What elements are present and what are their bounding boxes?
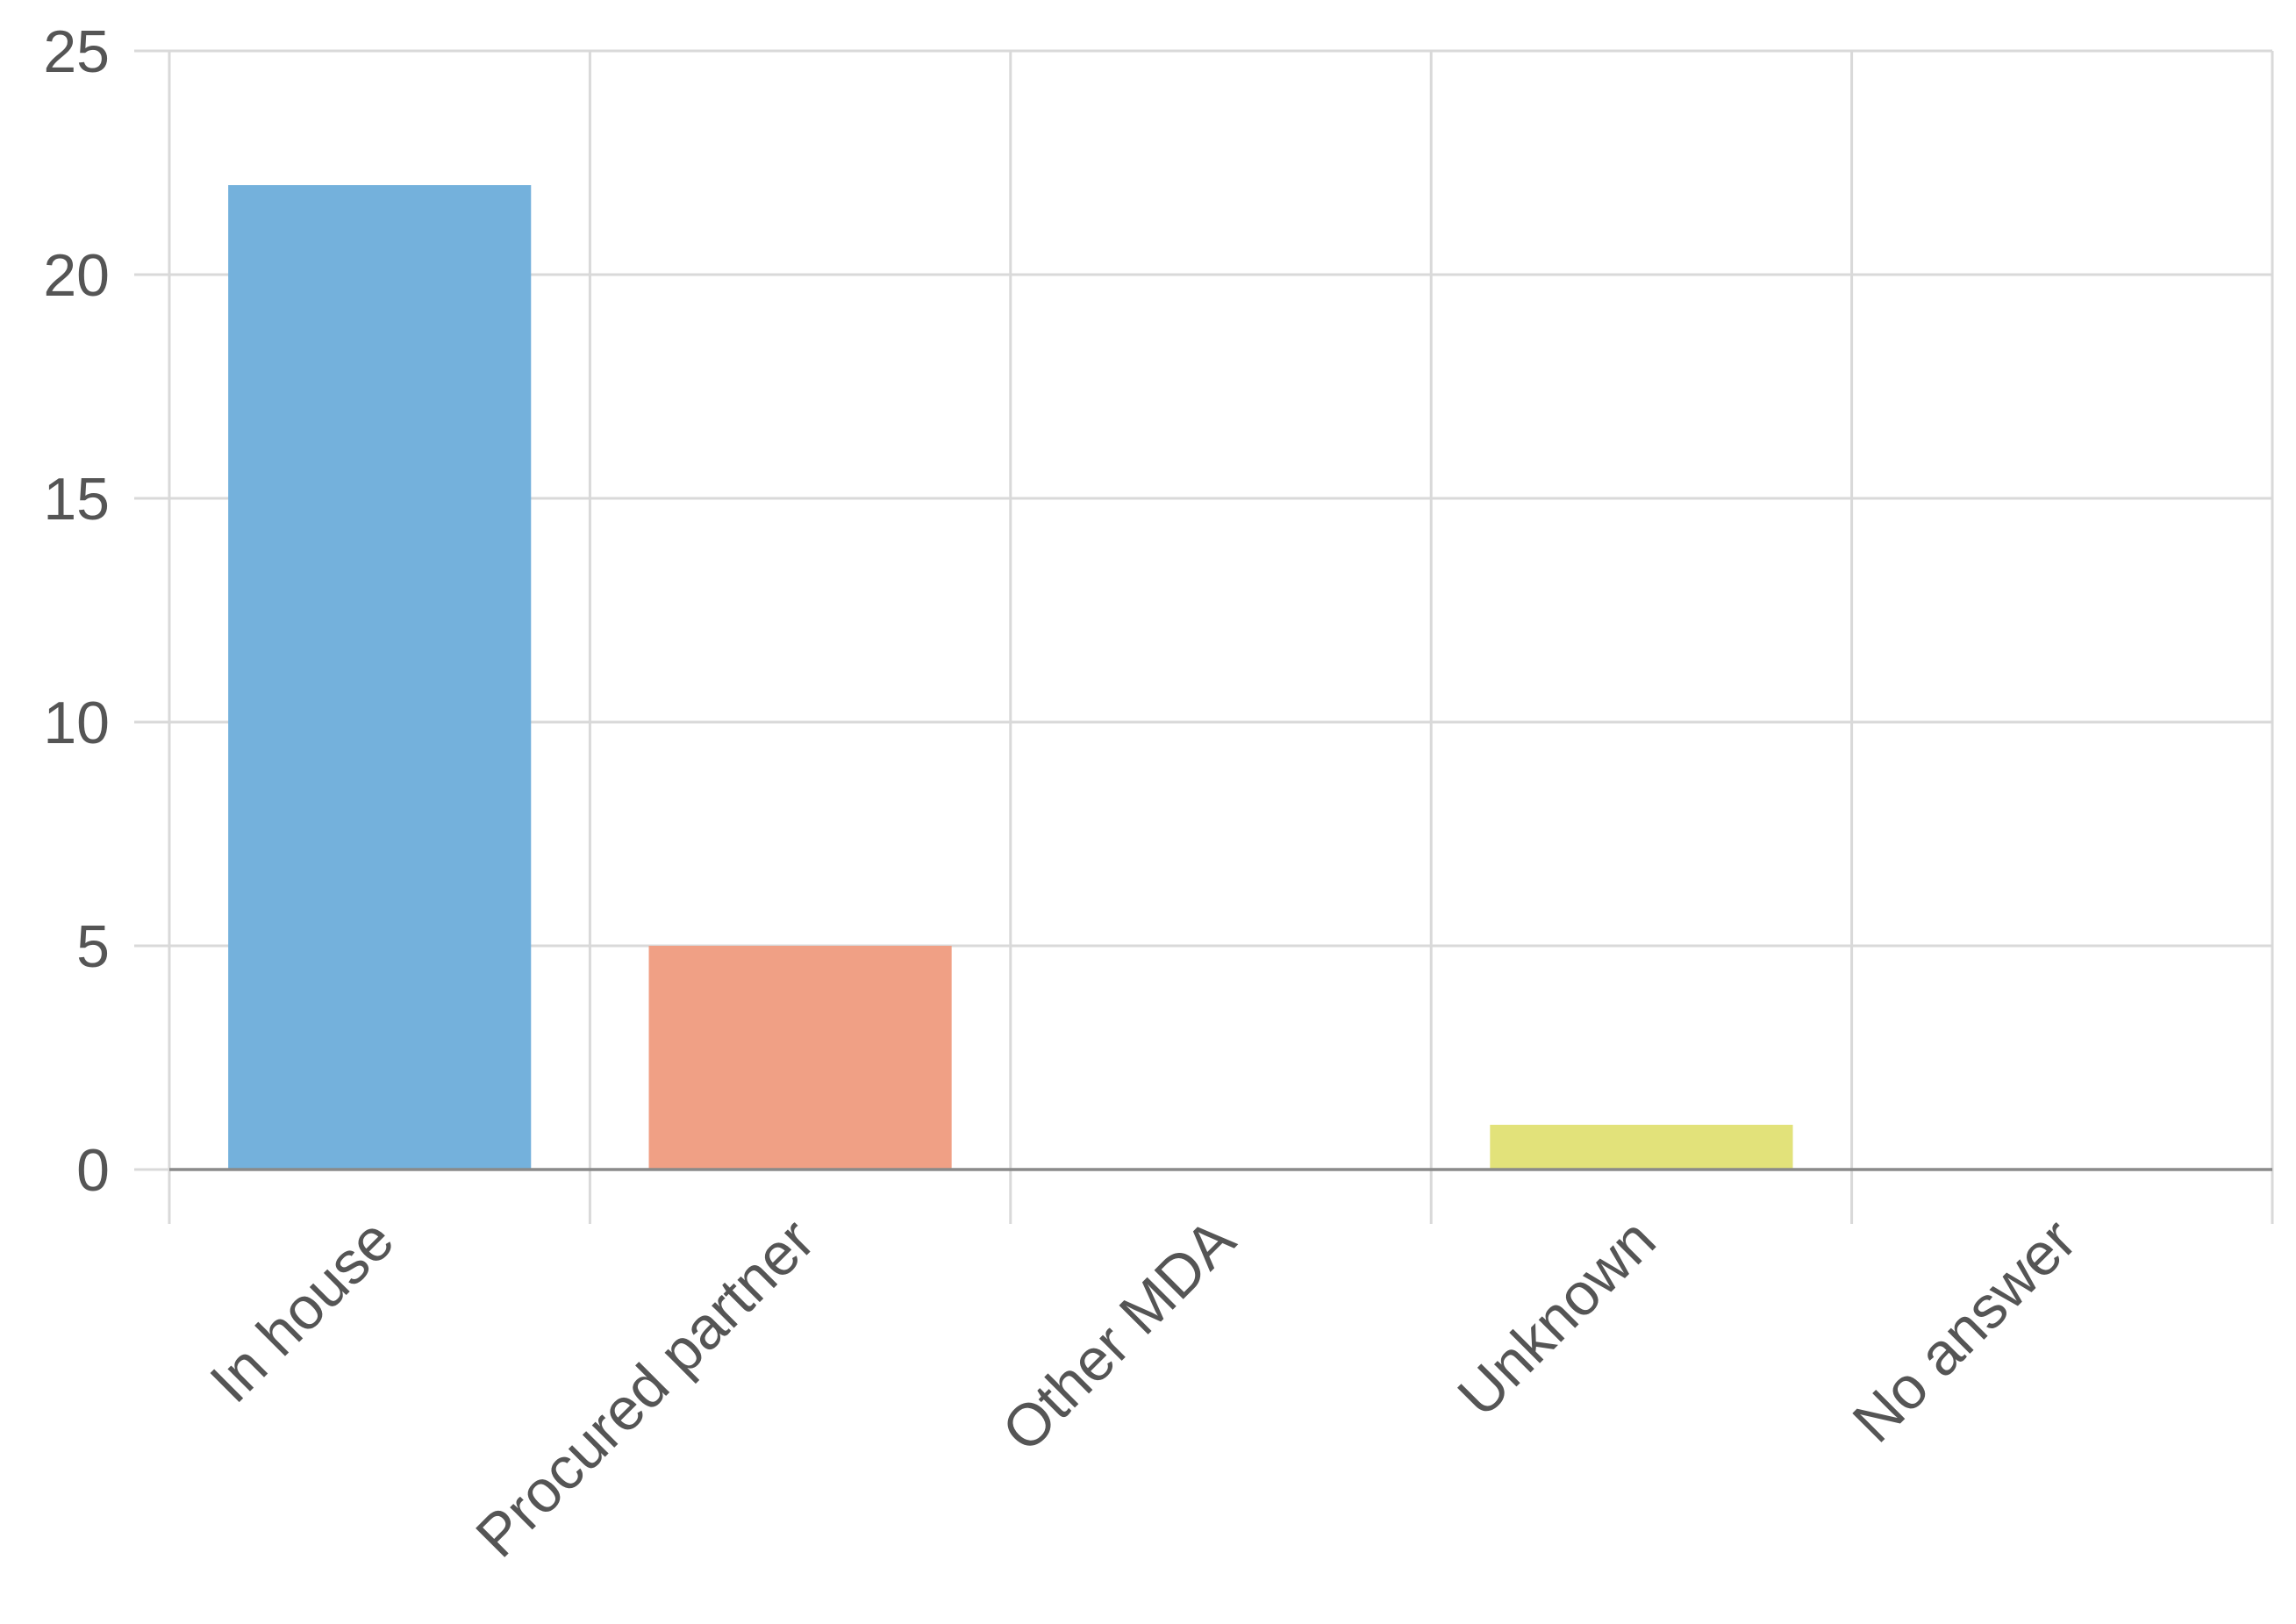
bar-in-house bbox=[228, 185, 532, 1170]
y-tick-label: 5 bbox=[76, 913, 110, 980]
bar-procured-partner bbox=[648, 946, 952, 1170]
y-tick-label: 10 bbox=[43, 690, 110, 756]
y-tick-label: 20 bbox=[43, 242, 110, 309]
x-tick-label: In house bbox=[197, 1206, 406, 1415]
x-tick-label: Unknown bbox=[1445, 1206, 1668, 1429]
y-axis-tick-labels: 0 5 10 15 20 25 bbox=[43, 18, 110, 1204]
x-tick-label: No answer bbox=[1840, 1206, 2089, 1456]
y-tick-label: 0 bbox=[76, 1137, 110, 1204]
x-tick-label: Other MDA bbox=[990, 1205, 1248, 1464]
y-tick-label: 25 bbox=[43, 18, 110, 85]
chart-bars bbox=[228, 185, 1793, 1170]
y-tick-label: 15 bbox=[43, 466, 110, 533]
bar-unknown bbox=[1490, 1125, 1793, 1170]
x-axis-tick-labels: In house Procured partner Other MDA Unknown… bbox=[197, 1205, 2089, 1570]
x-tick-label: Procured partner bbox=[463, 1206, 827, 1570]
